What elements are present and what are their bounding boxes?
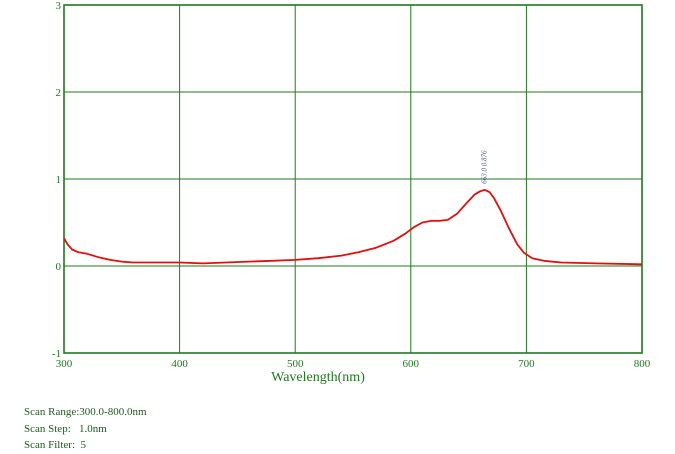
x-tick-label-500: 500 (287, 358, 304, 370)
scan-step: Scan Step: 1.0nm (24, 422, 107, 435)
x-tick-label-300: 300 (56, 358, 73, 370)
spectrum-line (63, 189, 643, 266)
x-tick-label-400: 400 (171, 358, 188, 370)
y-tick-label--1: -1 (52, 348, 61, 360)
plot-frame (63, 4, 643, 354)
x-tick-label-600: 600 (403, 358, 420, 370)
spectrum-chart: 300 400 500 600 700 800 -1 0 1 2 3 663.0 0.876 Wav… (52, 0, 651, 385)
x-tick-label-800: 800 (634, 358, 651, 370)
grid-layer (64, 5, 642, 353)
tick-labels: 300 400 500 600 700 800 -1 0 1 2 3 (52, 0, 651, 370)
x-axis-title: Wavelength(nm) (271, 370, 365, 385)
y-tick-label-0: 0 (56, 261, 62, 273)
peak-annotation: 663.0 0.876 (481, 150, 489, 184)
scan-info: Scan Range:300.0-800.0nm Scan Step: 1.0n… (24, 404, 147, 454)
y-tick-label-2: 2 (56, 87, 62, 99)
x-tick-label-700: 700 (518, 358, 535, 370)
scan-range: Scan Range:300.0-800.0nm (24, 406, 147, 418)
scan-filter: Scan Filter: 5 (24, 439, 87, 451)
y-tick-label-1: 1 (56, 174, 62, 186)
y-tick-label-3: 3 (56, 0, 62, 12)
